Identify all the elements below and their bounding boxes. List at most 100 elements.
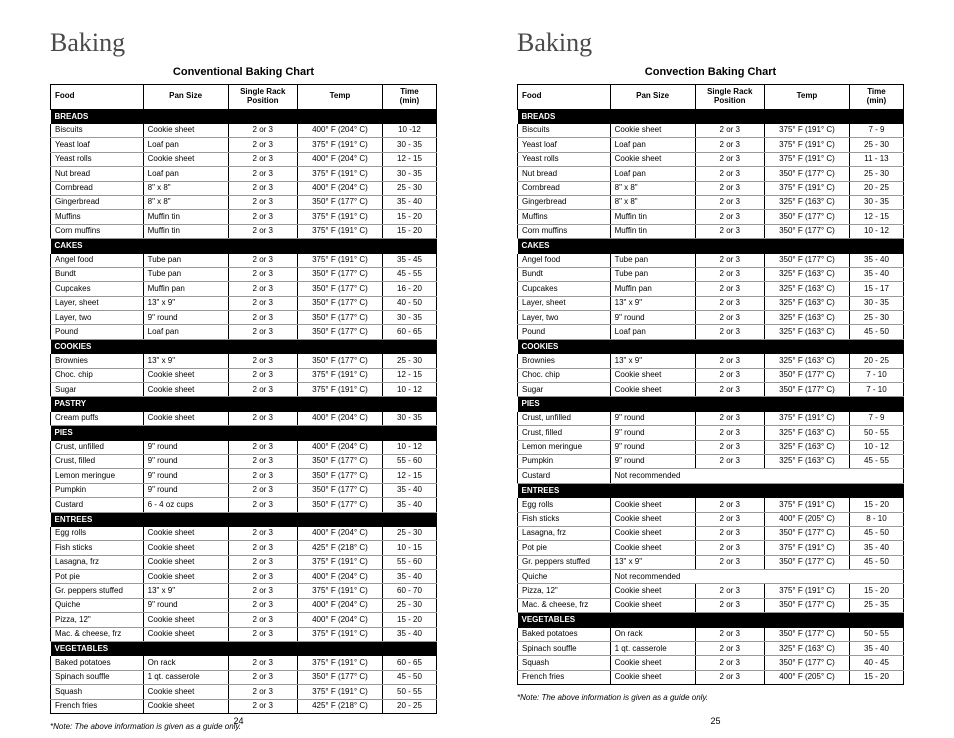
baking-table-right: FoodPan SizeSingle RackPositionTempTime(… xyxy=(517,84,904,685)
table-row: MuffinsMuffin tin2 or 3350° F (177° C)12… xyxy=(518,210,904,224)
section-header-row: CAKES xyxy=(51,239,437,254)
table-row: Layer, two9" round2 or 3350° F (177° C)3… xyxy=(51,311,437,325)
table-row: Layer, two9" round2 or 3325° F (163° C)2… xyxy=(518,311,904,325)
column-header: Single RackPosition xyxy=(695,85,764,110)
table-row: SquashCookie sheet2 or 3350° F (177° C)4… xyxy=(518,656,904,670)
table-row: Corn muffinsMuffin tin2 or 3375° F (191°… xyxy=(51,224,437,238)
page-title: Baking xyxy=(50,28,437,58)
table-row: Lasagna, frzCookie sheet2 or 3375° F (19… xyxy=(51,555,437,569)
table-row: SugarCookie sheet2 or 3375° F (191° C)10… xyxy=(51,383,437,397)
table-row: Cream puffsCookie sheet2 or 3400° F (204… xyxy=(51,412,437,426)
table-row: Baked potatoesOn rack2 or 3350° F (177° … xyxy=(518,628,904,642)
table-row: Layer, sheet13" x 9"2 or 3325° F (163° C… xyxy=(518,296,904,310)
column-header: Time(min) xyxy=(849,85,903,110)
table-row: Pot pieCookie sheet2 or 3400° F (204° C)… xyxy=(51,570,437,584)
table-row: Pumpkin9" round2 or 3350° F (177° C)35 -… xyxy=(51,483,437,497)
table-row: SugarCookie sheet2 or 3350° F (177° C)7 … xyxy=(518,383,904,397)
table-row: BundtTube pan2 or 3350° F (177° C)45 - 5… xyxy=(51,267,437,281)
table-row: Crust, unfilled9" round2 or 3400° F (204… xyxy=(51,441,437,455)
table-row: PoundLoaf pan2 or 3325° F (163° C)45 - 5… xyxy=(518,325,904,339)
table-row: Angel foodTube pan2 or 3350° F (177° C)3… xyxy=(518,254,904,268)
table-row: Spinach souffle1 qt. casserole2 or 3350°… xyxy=(51,670,437,684)
section-header-row: BREADS xyxy=(51,109,437,124)
table-row: Custard6 - 4 oz cups2 or 3350° F (177° C… xyxy=(51,498,437,512)
table-row: Yeast loafLoaf pan2 or 3375° F (191° C)2… xyxy=(518,138,904,152)
table-row: Baked potatoesOn rack2 or 3375° F (191° … xyxy=(51,656,437,670)
column-header: Pan Size xyxy=(143,85,228,110)
table-row: CupcakesMuffin pan2 or 3325° F (163° C)1… xyxy=(518,282,904,296)
table-row: Crust, filled9" round2 or 3325° F (163° … xyxy=(518,426,904,440)
column-header: Temp xyxy=(298,85,383,110)
table-row: BiscuitsCookie sheet2 or 3400° F (204° C… xyxy=(51,124,437,138)
table-row: French friesCookie sheet2 or 3425° F (21… xyxy=(51,699,437,713)
table-row: Nut breadLoaf pan2 or 3375° F (191° C)30… xyxy=(51,167,437,181)
table-row: Pizza, 12"Cookie sheet2 or 3375° F (191°… xyxy=(518,584,904,598)
section-header-row: ENTREES xyxy=(51,512,437,527)
table-row: Crust, unfilled9" round2 or 3375° F (191… xyxy=(518,412,904,426)
table-row: French friesCookie sheet2 or 3400° F (20… xyxy=(518,670,904,684)
table-row: Quiche9" round2 or 3400° F (204° C)25 - … xyxy=(51,598,437,612)
table-row: SquashCookie sheet2 or 3375° F (191° C)5… xyxy=(51,685,437,699)
section-header-row: PIES xyxy=(51,426,437,441)
table-row: Lemon meringue9" round2 or 3350° F (177°… xyxy=(51,469,437,483)
section-header-row: COOKIES xyxy=(518,339,904,354)
table-row: Fish sticksCookie sheet2 or 3425° F (218… xyxy=(51,541,437,555)
table-row: Cornbread8" x 8"2 or 3400° F (204° C)25 … xyxy=(51,181,437,195)
table-row: Yeast loafLoaf pan2 or 3375° F (191° C)3… xyxy=(51,138,437,152)
left-page: Baking Conventional Baking Chart FoodPan… xyxy=(0,0,477,738)
table-row: Spinach souffle1 qt. casserole2 or 3325°… xyxy=(518,642,904,656)
section-header-row: ENTREES xyxy=(518,483,904,498)
table-row: Yeast rollsCookie sheet2 or 3400° F (204… xyxy=(51,152,437,166)
table-row: Gingerbread8" x 8"2 or 3350° F (177° C)3… xyxy=(51,195,437,209)
table-row: Brownies13" x 9"2 or 3325° F (163° C)20 … xyxy=(518,354,904,368)
table-row: Angel foodTube pan2 or 3375° F (191° C)3… xyxy=(51,254,437,268)
table-row: Crust, filled9" round2 or 3350° F (177° … xyxy=(51,454,437,468)
footnote: *Note: The above information is given as… xyxy=(517,693,904,702)
table-row: Pizza, 12"Cookie sheet2 or 3400° F (204°… xyxy=(51,613,437,627)
right-page: Baking Convection Baking Chart FoodPan S… xyxy=(477,0,954,738)
table-row: PoundLoaf pan2 or 3350° F (177° C)60 - 6… xyxy=(51,325,437,339)
table-row: Gr. peppers stuffed13" x 9"2 or 3350° F … xyxy=(518,555,904,569)
table-row: BundtTube pan2 or 3325° F (163° C)35 - 4… xyxy=(518,267,904,281)
table-row: Yeast rollsCookie sheet2 or 3375° F (191… xyxy=(518,152,904,166)
table-row: CupcakesMuffin pan2 or 3350° F (177° C)1… xyxy=(51,282,437,296)
section-header-row: PASTRY xyxy=(51,397,437,412)
table-row: QuicheNot recommended xyxy=(518,570,904,584)
section-header-row: CAKES xyxy=(518,239,904,254)
column-header: Temp xyxy=(765,85,850,110)
baking-table-left: FoodPan SizeSingle RackPositionTempTime(… xyxy=(50,84,437,714)
table-row: Gr. peppers stuffed13" x 9"2 or 3375° F … xyxy=(51,584,437,598)
table-row: Cornbread8" x 8"2 or 3375° F (191° C)20 … xyxy=(518,181,904,195)
table-row: Brownies13" x 9"2 or 3350° F (177° C)25 … xyxy=(51,354,437,368)
table-row: Mac. & cheese, frzCookie sheet2 or 3375°… xyxy=(51,627,437,641)
column-header: Food xyxy=(51,85,144,110)
chart-title: Convection Baking Chart xyxy=(517,66,904,78)
table-row: Choc. chipCookie sheet2 or 3375° F (191°… xyxy=(51,368,437,382)
table-row: Lasagna, frzCookie sheet2 or 3350° F (17… xyxy=(518,526,904,540)
table-row: CustardNot recommended xyxy=(518,469,904,483)
table-row: MuffinsMuffin tin2 or 3375° F (191° C)15… xyxy=(51,210,437,224)
table-row: BiscuitsCookie sheet2 or 3375° F (191° C… xyxy=(518,124,904,138)
column-header: Food xyxy=(518,85,611,110)
page-number: 25 xyxy=(477,716,954,726)
table-row: Choc. chipCookie sheet2 or 3350° F (177°… xyxy=(518,368,904,382)
section-header-row: VEGETABLES xyxy=(51,642,437,657)
page-number: 24 xyxy=(0,716,477,726)
table-row: Corn muffinsMuffin tin2 or 3350° F (177°… xyxy=(518,224,904,238)
page-title: Baking xyxy=(517,28,904,58)
table-row: Gingerbread8" x 8"2 or 3325° F (163° C)3… xyxy=(518,195,904,209)
section-header-row: PIES xyxy=(518,397,904,412)
section-header-row: BREADS xyxy=(518,109,904,124)
column-header: Pan Size xyxy=(610,85,695,110)
page-spread: Baking Conventional Baking Chart FoodPan… xyxy=(0,0,954,738)
column-header: Time(min) xyxy=(382,85,436,110)
table-row: Mac. & cheese, frzCookie sheet2 or 3350°… xyxy=(518,598,904,612)
table-row: Pumpkin9" round2 or 3325° F (163° C)45 -… xyxy=(518,454,904,468)
chart-title: Conventional Baking Chart xyxy=(50,66,437,78)
table-row: Lemon meringue9" round2 or 3325° F (163°… xyxy=(518,440,904,454)
table-row: Nut breadLoaf pan2 or 3350° F (177° C)25… xyxy=(518,167,904,181)
table-row: Fish sticksCookie sheet2 or 3400° F (205… xyxy=(518,512,904,526)
table-row: Egg rollsCookie sheet2 or 3400° F (204° … xyxy=(51,527,437,541)
table-row: Egg rollsCookie sheet2 or 3375° F (191° … xyxy=(518,498,904,512)
section-header-row: VEGETABLES xyxy=(518,613,904,628)
